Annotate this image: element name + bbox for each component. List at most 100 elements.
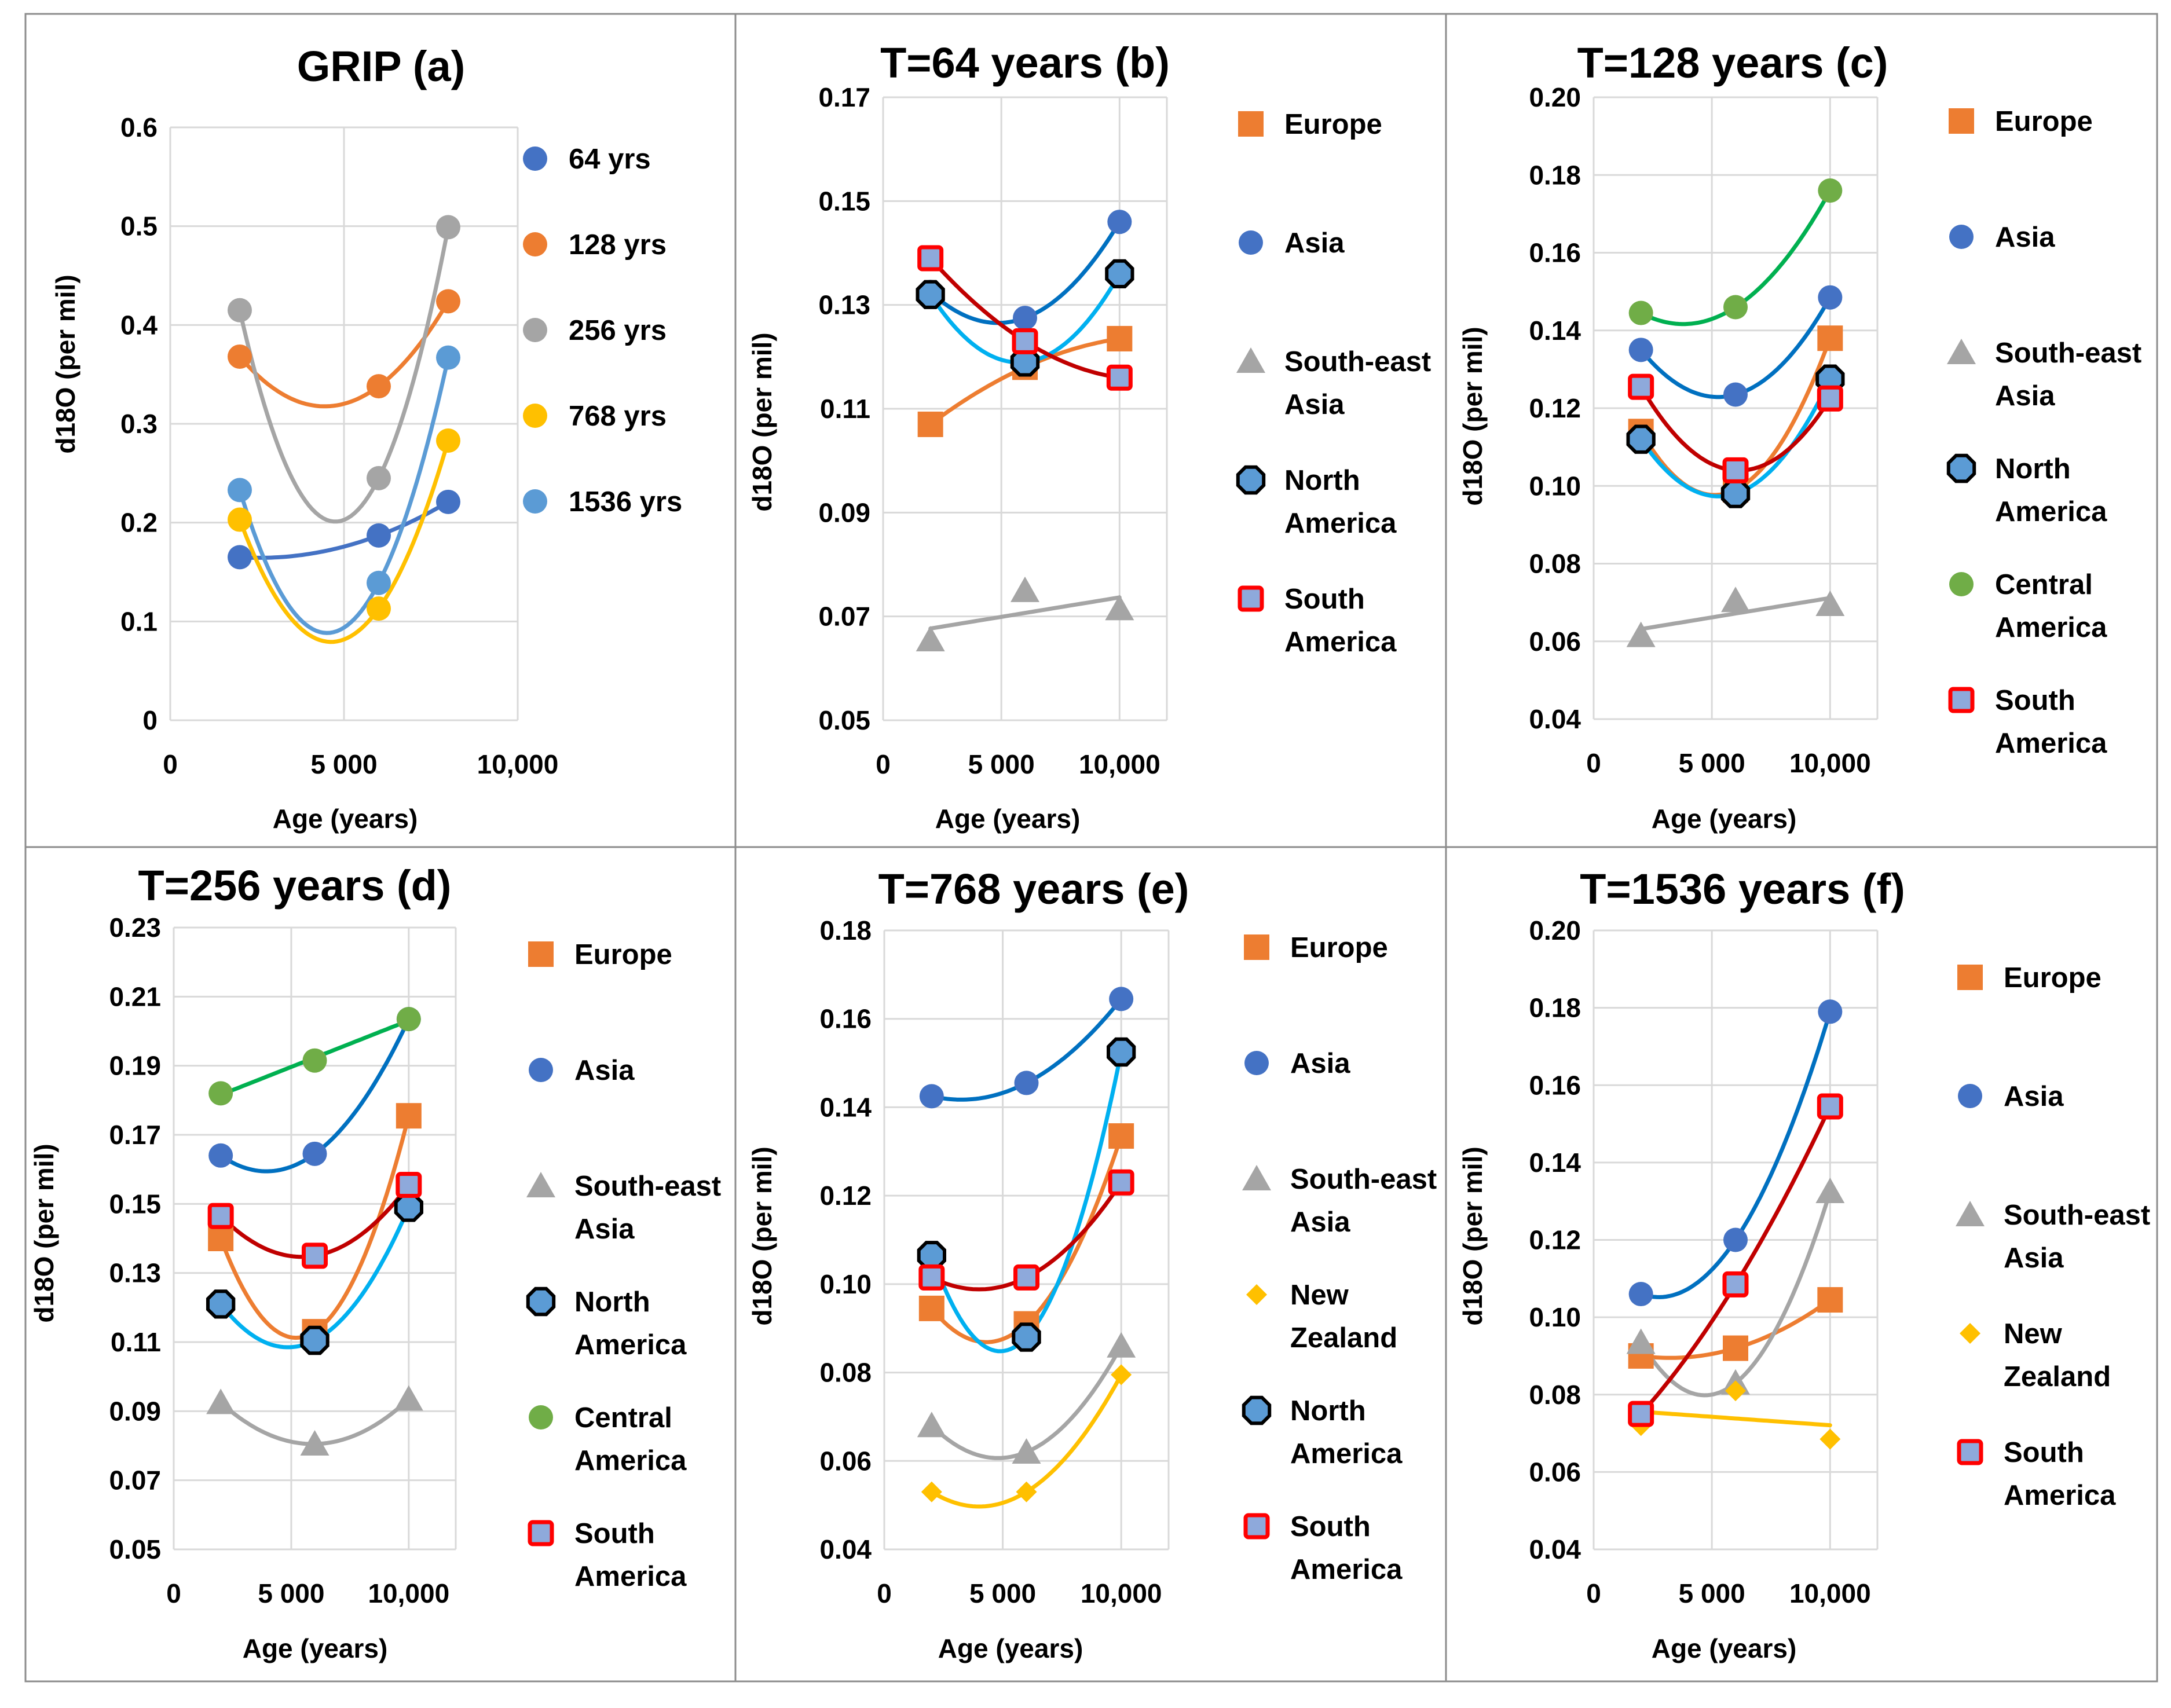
point-128-yrs (436, 289, 460, 314)
x-tick-label: 10,000 (477, 749, 559, 779)
legend-marker-new-zealand (1246, 1284, 1267, 1305)
point-new-zealand (1111, 1364, 1132, 1386)
x-axis-label: Age (years) (935, 804, 1081, 834)
legend-label-central-america: Central America (574, 1402, 687, 1476)
chart-title: T=768 years (e) (878, 865, 1189, 913)
plot-area: 0.04 0.06 0.08 0.10 0.12 0.14 0.16 0.18 0.20 0 5 0… (1529, 82, 1879, 778)
point-asia (1628, 338, 1653, 362)
x-tick-label: 5 000 (310, 749, 377, 779)
chart-panel-d: T=256 years (d) d18O (per mil) Age (year… (29, 862, 721, 1663)
y-tick-label: 0.17 (109, 1120, 161, 1150)
legend: Europe Asia South-east Asia North America Cent… (1946, 106, 2141, 759)
trendline-64-yrs (237, 500, 451, 560)
point-central-america (208, 1081, 233, 1106)
y-tick-label: 0.09 (818, 497, 870, 527)
legend-marker-central-america (1949, 572, 1974, 596)
point-europe (1108, 1123, 1134, 1149)
point-south-america (1012, 328, 1038, 354)
chart-panel-f: T=1536 years (f) d18O (per mil) Age (yea… (1458, 865, 2150, 1663)
legend-label-new-zealand: New Zealand (2004, 1318, 2111, 1392)
point-256-yrs (367, 466, 391, 490)
legend-marker-europe (1244, 934, 1269, 960)
point-256-yrs (436, 215, 460, 240)
point-asia (1014, 1071, 1039, 1095)
legend-label-asia: Asia (574, 1055, 635, 1086)
trendline-1536-yrs (237, 355, 451, 635)
legend-marker-south-america (1243, 1513, 1270, 1540)
y-tick-label: 0.04 (1529, 1534, 1581, 1564)
y-tick-label: 0.14 (819, 1092, 872, 1122)
legend-label-north-america: North America (574, 1287, 687, 1361)
point-central-america (1818, 178, 1843, 203)
point-europe (1817, 325, 1843, 351)
legend-marker-europe (1949, 108, 1974, 134)
point-1536-yrs (367, 570, 391, 595)
legend-marker-asia (1239, 230, 1263, 255)
point-europe (1723, 1335, 1748, 1361)
trendline-south-east-asia (1639, 596, 1832, 631)
legend: Europe Asia South-east Asia New Zealand North A… (1242, 932, 1437, 1585)
y-axis-label: d18O (per mil) (29, 1143, 59, 1322)
point-new-zealand (1725, 1380, 1746, 1402)
point-south-america (1817, 385, 1843, 412)
legend-label-north-america: North America (1284, 465, 1397, 539)
point-europe (918, 1295, 944, 1321)
y-tick-label: 0.08 (819, 1358, 872, 1388)
point-central-america (396, 1007, 421, 1032)
legend-marker-1536-yrs (523, 489, 547, 514)
plot-area: 0 0.1 0.2 0.3 0.4 0.5 0.6 0 5 000 10,000 (120, 112, 558, 779)
chart-title: T=1536 years (f) (1580, 865, 1905, 913)
legend-label-south-america: South America (1284, 584, 1397, 658)
legend-label-europe: Europe (1290, 932, 1388, 963)
y-tick-label: 0.11 (111, 1327, 161, 1357)
legend-marker-south-east-asia (1236, 347, 1265, 373)
y-tick-label: 0.12 (1529, 393, 1581, 423)
y-tick-label: 0.10 (1529, 1302, 1581, 1332)
legend-marker-north-america (1242, 1395, 1272, 1425)
x-tick-label: 5 000 (258, 1578, 324, 1608)
legend-label-europe: Europe (1284, 109, 1382, 140)
point-central-america (1723, 295, 1748, 320)
point-768-yrs (436, 428, 460, 453)
y-tick-label: 0.16 (819, 1004, 872, 1034)
data-points (917, 987, 1136, 1502)
tick-labels: 0.05 0.07 0.09 0.11 0.13 0.15 0.17 0 5 000 10,000 (818, 82, 1160, 779)
chart-title: GRIP (a) (297, 42, 466, 90)
y-tick-label: 0.08 (1529, 549, 1581, 579)
x-tick-label: 5 000 (968, 749, 1035, 779)
x-tick-label: 0 (1586, 748, 1601, 778)
y-tick-label: 0.2 (120, 508, 158, 538)
legend-label-64-yrs: 64 yrs (569, 144, 651, 175)
point-asia (208, 1143, 233, 1168)
legend-label-north-america: North America (1290, 1395, 1403, 1469)
legend-label-south-east-asia: South-east Asia (1284, 346, 1431, 420)
point-south-america (1722, 1271, 1749, 1298)
data-points (1626, 178, 1845, 647)
legend-label-south-america: South America (1995, 685, 2107, 759)
legend-label-north-america: North America (1995, 453, 2107, 527)
point-south-america (302, 1242, 328, 1269)
x-tick-label: 10,000 (368, 1578, 449, 1608)
chart-panel-e: T=768 years (e) d18O (per mil) Age (year… (747, 865, 1437, 1663)
legend-marker-europe (1957, 965, 1983, 990)
x-axis-label: Age (years) (1652, 804, 1797, 834)
point-asia (1107, 210, 1132, 234)
point-south-america (207, 1203, 234, 1229)
x-tick-label: 0 (163, 749, 178, 779)
legend-marker-south-america (528, 1520, 554, 1546)
legend-marker-256-yrs (523, 318, 547, 342)
x-axis-label: Age (years) (1652, 1633, 1797, 1663)
y-tick-label: 0.1 (120, 606, 158, 636)
x-axis-label: Age (years) (273, 804, 418, 834)
y-tick-label: 0.5 (120, 211, 158, 241)
y-tick-label: 0.16 (1529, 1070, 1581, 1100)
tick-labels: 0.04 0.06 0.08 0.10 0.12 0.14 0.16 0.18 0.20 0 5 0… (1529, 915, 1870, 1608)
point-south-east-asia (1626, 1328, 1656, 1354)
point-south-america (1628, 1401, 1654, 1427)
point-new-zealand (1819, 1428, 1841, 1450)
y-tick-label: 0.18 (819, 915, 872, 945)
trendline-north-america (929, 1050, 1123, 1354)
y-tick-label: 0.13 (818, 290, 870, 320)
trendlines (1639, 1009, 1832, 1428)
x-tick-label: 0 (1586, 1578, 1601, 1608)
